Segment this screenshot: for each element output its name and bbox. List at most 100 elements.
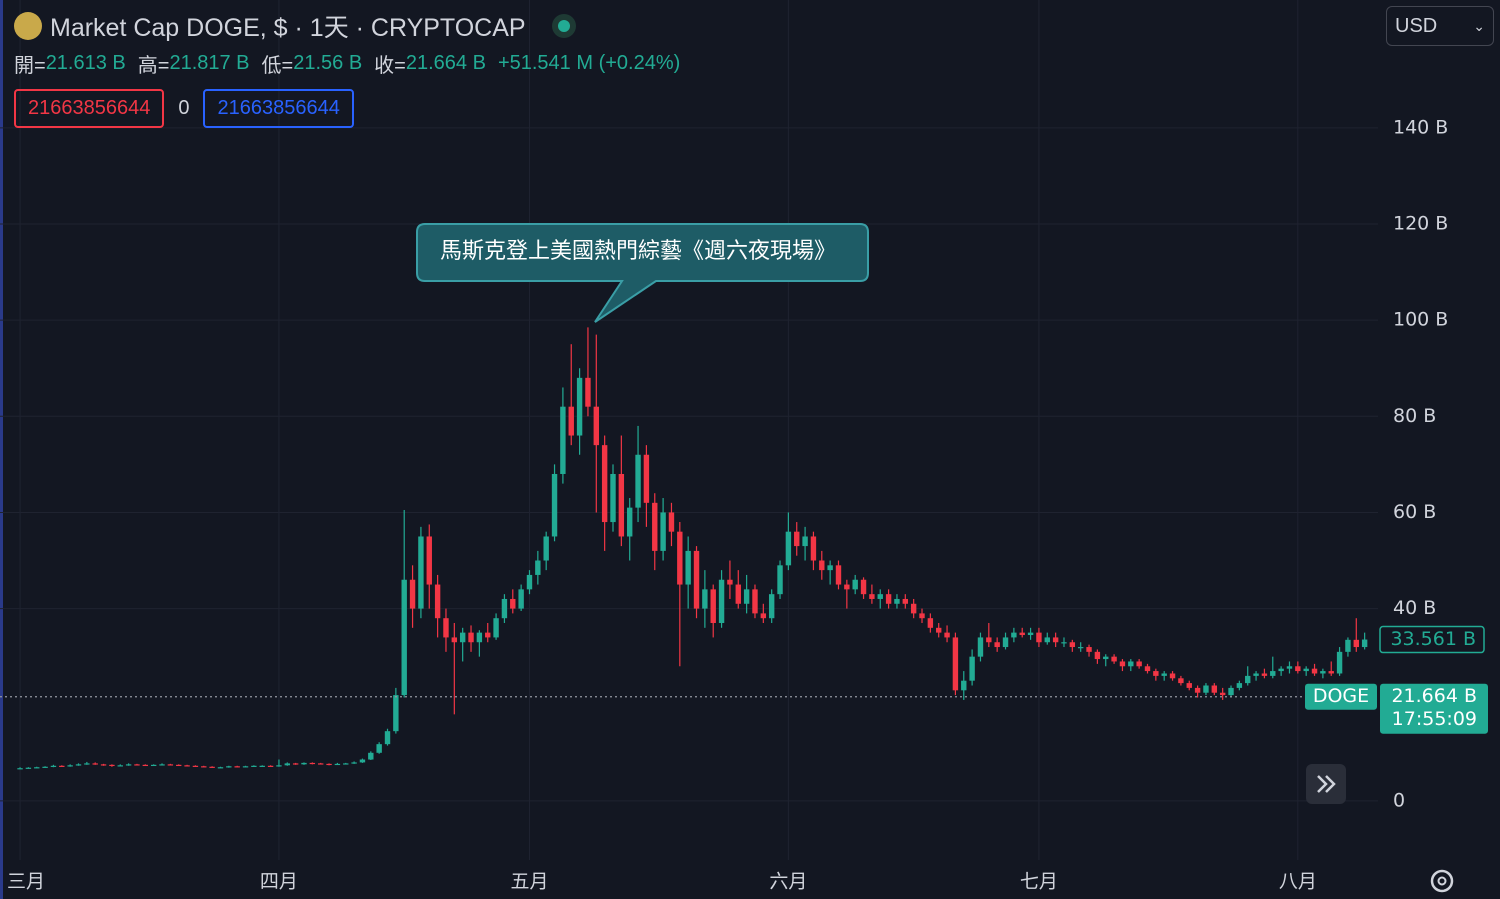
candle-body <box>535 560 541 575</box>
candle-body <box>1111 656 1117 662</box>
scroll-icon <box>1317 775 1336 793</box>
candle-body <box>217 767 224 769</box>
candle-body <box>251 765 257 767</box>
chart-title: Market Cap DOGE, $ · 1天 · CRYPTOCAP <box>50 14 526 42</box>
candle-body <box>551 473 558 537</box>
y-tick-label: 140 B <box>1393 116 1448 138</box>
candle-body <box>969 656 975 681</box>
candle-body <box>401 579 407 696</box>
candle-body <box>359 759 366 763</box>
candle-body <box>977 637 984 657</box>
candle-body <box>1228 687 1234 696</box>
candle-body <box>1211 685 1218 693</box>
candle-body <box>952 637 959 691</box>
indicator-value[interactable]: 21663856644 <box>203 88 354 128</box>
compare-price-tag <box>1380 683 1488 734</box>
y-tick-label: 60 B <box>1393 501 1436 523</box>
candle-body <box>802 536 808 547</box>
candle-body <box>518 589 524 609</box>
candle-body <box>752 589 758 614</box>
candle-body <box>593 406 599 446</box>
candle-body <box>1236 683 1243 688</box>
candle-body <box>1069 642 1076 648</box>
candle-body <box>443 618 449 638</box>
candle-body <box>334 763 341 766</box>
candle-body <box>75 764 82 766</box>
candle-body <box>1019 632 1025 636</box>
candle-body <box>134 764 140 766</box>
candle-body <box>1103 656 1109 660</box>
candle-body <box>84 763 90 765</box>
candle-body <box>343 763 349 765</box>
candle-body <box>635 454 641 508</box>
x-tick-label: 五月 <box>510 871 548 893</box>
candle-body <box>936 627 942 633</box>
y-tick-label: 0 <box>1393 789 1405 811</box>
annotation-bubble <box>416 223 869 323</box>
indicator-value[interactable]: 21663856644 <box>14 88 165 128</box>
gear-hub <box>1437 876 1447 886</box>
scroll-button[interactable] <box>1306 764 1346 804</box>
candle-body <box>1094 651 1101 660</box>
candle-body <box>59 765 65 767</box>
candle-body <box>201 766 207 768</box>
candle-body <box>1052 637 1059 643</box>
candle-body <box>1077 647 1084 649</box>
candle-body <box>601 445 608 523</box>
candle-body <box>1128 661 1134 667</box>
candle-body <box>1253 673 1259 676</box>
candle-body <box>1144 666 1151 672</box>
candle-body <box>326 763 332 766</box>
currency-select[interactable]: USD ⌄ <box>1386 6 1494 46</box>
annotation-text: 馬斯克登上美國熱門綜藝《週六夜現場》 <box>440 239 836 264</box>
candle-body <box>1278 668 1284 672</box>
candle-body <box>284 763 290 766</box>
candle-body <box>1161 673 1167 676</box>
candle-body <box>1061 642 1067 644</box>
candle-body <box>1336 651 1343 674</box>
candle-body <box>1270 671 1276 676</box>
candle-body <box>677 531 683 585</box>
indicator-value: 0 <box>178 96 190 119</box>
ohlc-label: 收= <box>374 54 406 77</box>
candle-body <box>1119 661 1126 667</box>
candle-body <box>468 632 474 643</box>
candle-body <box>1203 685 1209 693</box>
countdown: 17:55:09 <box>1392 708 1477 730</box>
ohlc-value: 21.56 B <box>293 51 363 74</box>
chevron: ⌄ <box>1473 17 1485 34</box>
candle-body <box>869 594 875 599</box>
title-row: Market Cap DOGE, $ · 1天 · CRYPTOCAP <box>14 8 692 44</box>
candle-body <box>309 762 316 765</box>
candle-body <box>1169 673 1176 679</box>
candle-body <box>34 767 40 769</box>
candle-body <box>760 613 767 619</box>
candle-body <box>819 560 825 571</box>
y-tick-label: 100 B <box>1393 309 1448 331</box>
indicator-row: 21663856644 0 21663856644 <box>14 86 692 130</box>
candle-body <box>267 765 274 767</box>
candle-body <box>944 632 950 638</box>
candle-body <box>685 550 691 585</box>
candle-body <box>1219 692 1226 696</box>
candle-body <box>844 584 850 590</box>
y-tick-label: 40 B <box>1393 597 1436 619</box>
candle-body <box>643 454 650 503</box>
compare-price: 21.664 B <box>1391 685 1477 707</box>
candle-body <box>117 765 123 767</box>
candle-body <box>1027 632 1034 636</box>
candle-body <box>493 618 499 638</box>
gear-icon[interactable] <box>1430 869 1454 893</box>
candle-body <box>1245 675 1251 684</box>
candle-body <box>1353 639 1359 648</box>
candle-body <box>25 767 32 769</box>
candle-body <box>167 764 174 766</box>
candle-body <box>17 768 23 770</box>
candle-body <box>902 598 909 604</box>
settings-button[interactable] <box>1430 869 1454 893</box>
change: +51.541 M (+0.24%) <box>497 51 681 74</box>
candle-body <box>100 764 107 766</box>
candle-body <box>1153 671 1159 676</box>
